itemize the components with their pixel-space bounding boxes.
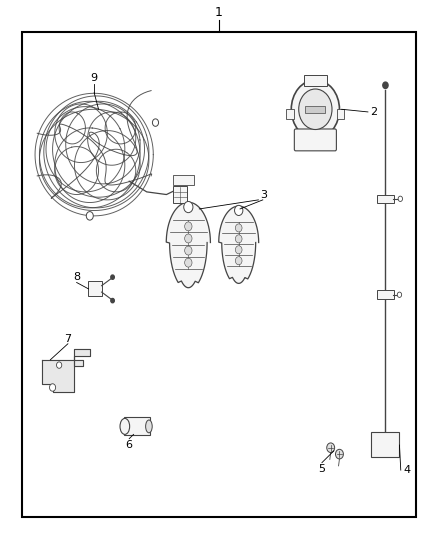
Circle shape: [111, 298, 114, 303]
Circle shape: [383, 82, 388, 88]
Circle shape: [291, 80, 339, 139]
FancyBboxPatch shape: [337, 109, 344, 119]
Circle shape: [235, 257, 242, 265]
Circle shape: [185, 234, 192, 243]
FancyBboxPatch shape: [173, 175, 194, 185]
Circle shape: [327, 443, 335, 453]
FancyBboxPatch shape: [371, 432, 399, 457]
Text: 9: 9: [91, 72, 98, 83]
Text: 1: 1: [215, 6, 223, 19]
Circle shape: [235, 224, 242, 232]
Polygon shape: [219, 206, 259, 284]
Circle shape: [299, 89, 332, 130]
Circle shape: [185, 222, 192, 231]
FancyBboxPatch shape: [124, 417, 150, 435]
Circle shape: [235, 205, 243, 215]
FancyBboxPatch shape: [173, 186, 187, 203]
Ellipse shape: [120, 418, 130, 434]
Circle shape: [185, 258, 192, 267]
Circle shape: [336, 449, 343, 459]
Text: 3: 3: [261, 190, 268, 200]
Text: 8: 8: [73, 272, 80, 282]
FancyBboxPatch shape: [304, 75, 327, 86]
FancyBboxPatch shape: [305, 106, 325, 113]
Circle shape: [57, 362, 62, 368]
FancyBboxPatch shape: [377, 290, 394, 299]
Polygon shape: [42, 349, 90, 392]
FancyBboxPatch shape: [294, 129, 336, 151]
Circle shape: [86, 212, 93, 220]
Circle shape: [398, 196, 403, 201]
Text: 2: 2: [370, 107, 377, 117]
Circle shape: [152, 119, 159, 126]
Circle shape: [235, 246, 242, 254]
Text: 7: 7: [64, 334, 71, 344]
Text: 5: 5: [318, 464, 325, 474]
Circle shape: [185, 246, 192, 255]
FancyBboxPatch shape: [286, 109, 294, 119]
Circle shape: [111, 275, 114, 279]
FancyBboxPatch shape: [88, 281, 102, 296]
Text: 4: 4: [403, 465, 410, 475]
Circle shape: [235, 235, 242, 243]
Circle shape: [184, 201, 193, 213]
Circle shape: [397, 292, 402, 297]
Circle shape: [49, 384, 56, 391]
Polygon shape: [166, 202, 210, 288]
FancyBboxPatch shape: [377, 195, 394, 203]
Text: 6: 6: [126, 440, 133, 450]
Ellipse shape: [145, 420, 152, 433]
